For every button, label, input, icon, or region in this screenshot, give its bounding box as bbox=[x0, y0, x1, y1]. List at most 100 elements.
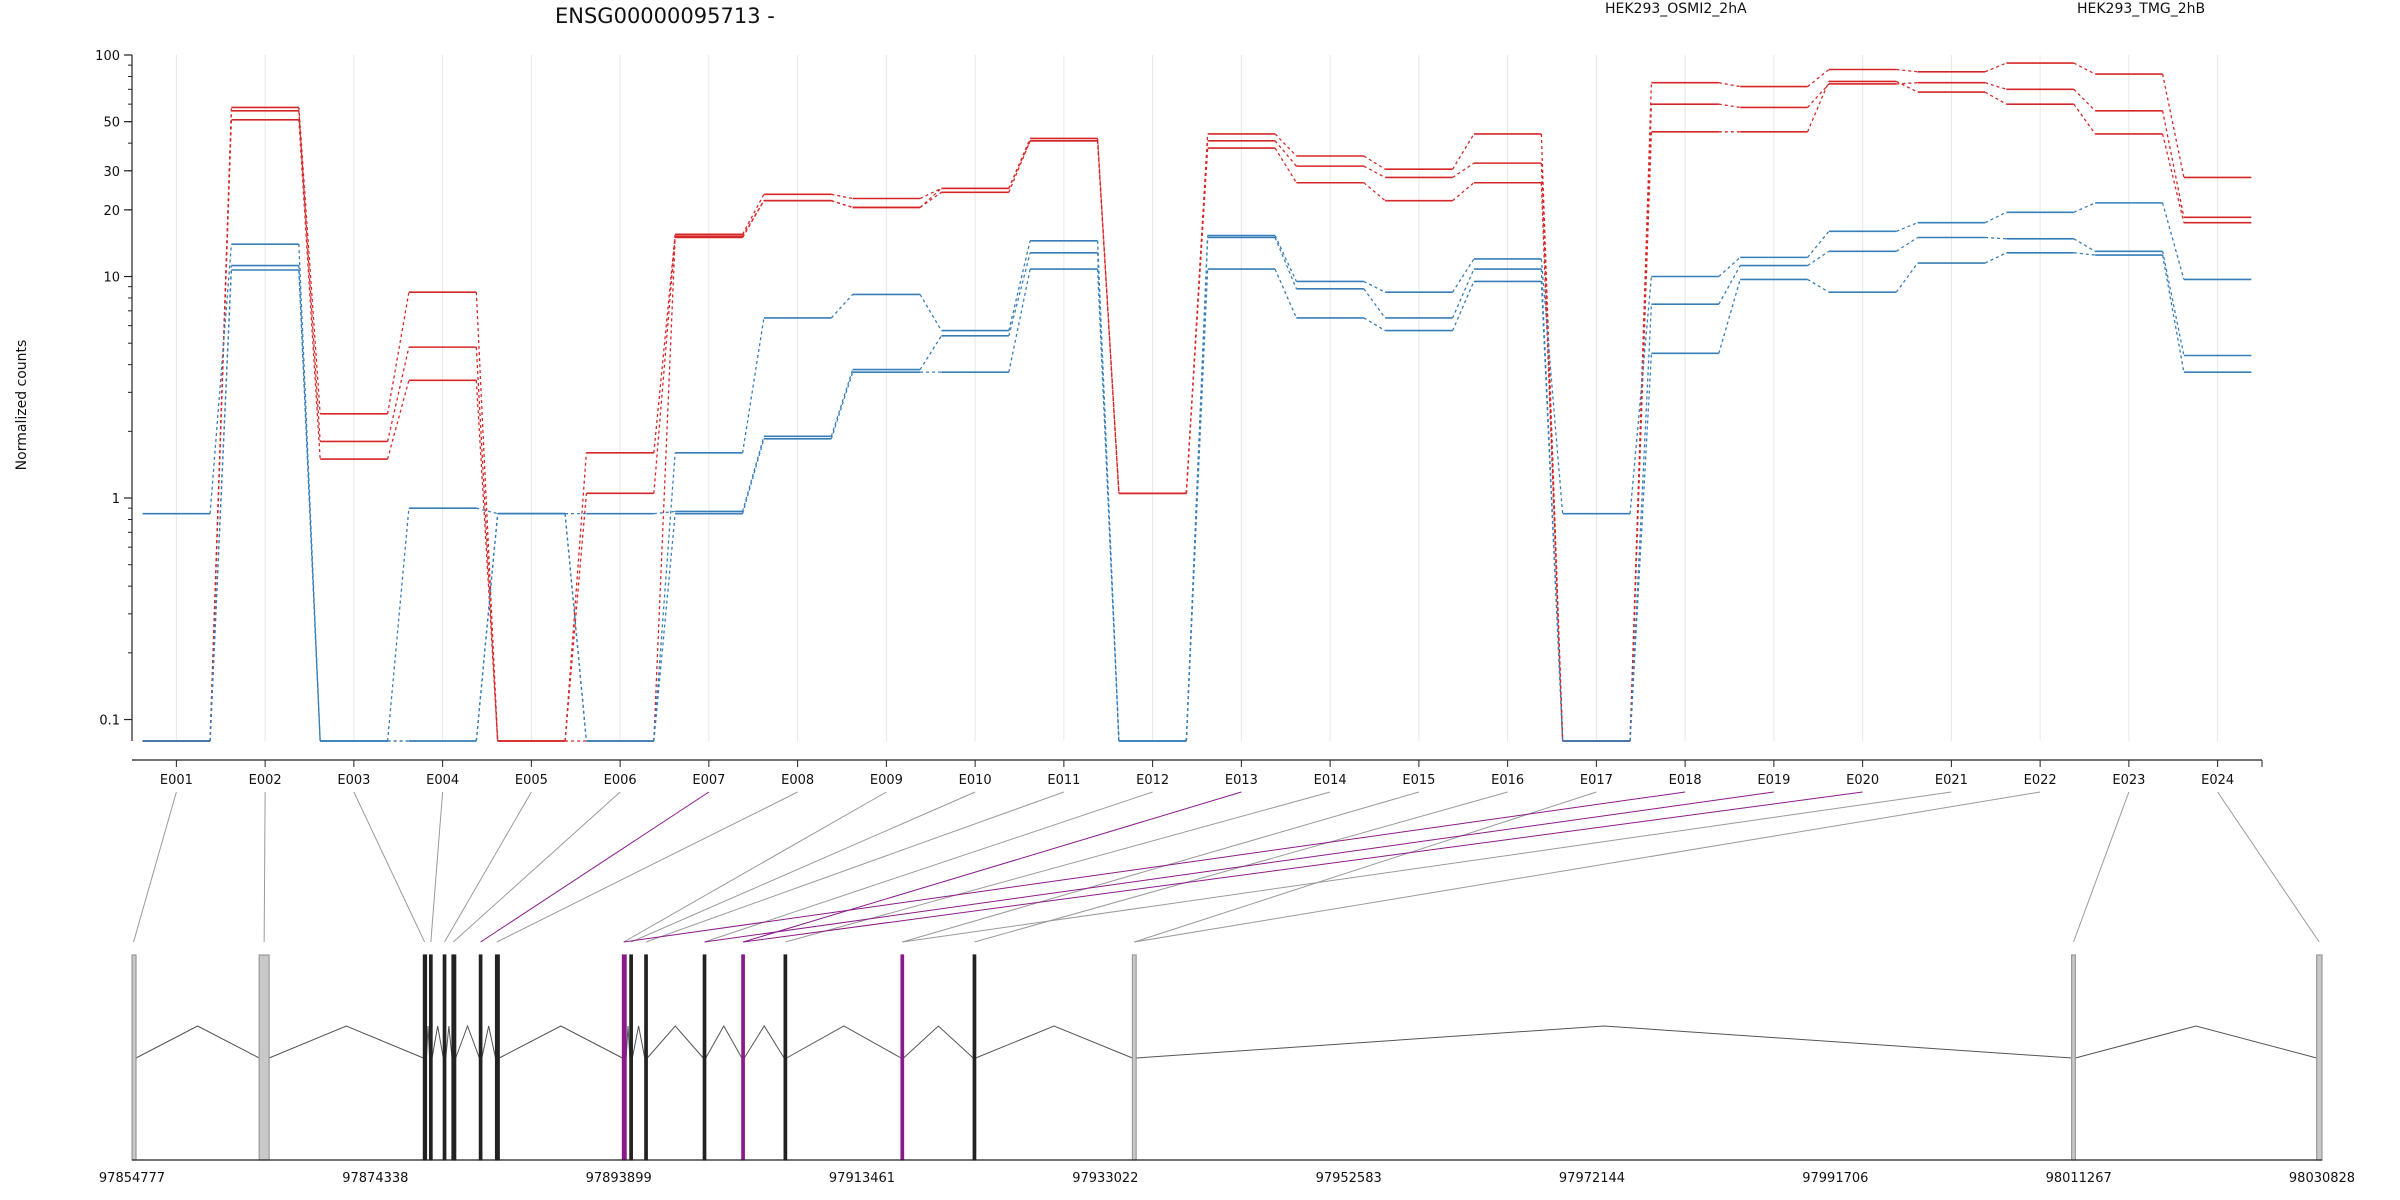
data-transition bbox=[298, 269, 321, 742]
connector-line bbox=[1134, 791, 1597, 943]
data-transition bbox=[2161, 254, 2185, 373]
chart-title: ENSG00000095713 - bbox=[555, 4, 775, 28]
data-transition bbox=[1008, 268, 1031, 373]
intron-line bbox=[646, 1025, 704, 1059]
exon-box bbox=[478, 954, 483, 1161]
data-transition bbox=[1718, 279, 1741, 354]
x-tick-label-E001: E001 bbox=[160, 773, 193, 788]
data-transition bbox=[2073, 62, 2096, 75]
connector-line bbox=[785, 791, 1331, 943]
connector-line bbox=[742, 791, 1242, 943]
data-transition bbox=[653, 236, 676, 494]
connector-line bbox=[630, 791, 976, 943]
data-transition bbox=[1718, 103, 1741, 109]
x-tick-label-E024: E024 bbox=[2201, 773, 2234, 788]
data-transition bbox=[1008, 252, 1031, 336]
series-2 bbox=[142, 81, 2252, 742]
series-4 bbox=[142, 202, 2252, 742]
series-1 bbox=[142, 62, 2252, 742]
data-transition bbox=[2073, 202, 2096, 213]
data-transition bbox=[919, 294, 942, 331]
data-transition bbox=[298, 119, 321, 460]
data-transition bbox=[1452, 281, 1475, 331]
data-transition bbox=[1274, 235, 1297, 282]
data-transition bbox=[1274, 268, 1297, 319]
y-tick-label: 100 bbox=[95, 49, 120, 64]
data-transition bbox=[1274, 237, 1298, 290]
coordinate-tick-label: 97874338 bbox=[342, 1171, 408, 1186]
x-tick-label-E002: E002 bbox=[249, 773, 282, 788]
connector-line bbox=[623, 791, 887, 943]
x-tick-label-E008: E008 bbox=[781, 773, 814, 788]
exon-box bbox=[2316, 954, 2323, 1161]
exon-box bbox=[258, 954, 270, 1161]
data-transition bbox=[831, 200, 853, 209]
data-transition bbox=[1540, 258, 1564, 514]
data-transition bbox=[475, 292, 499, 742]
intron-line bbox=[705, 1024, 743, 1059]
x-tick-label-E003: E003 bbox=[337, 773, 370, 788]
y-tick-label: 30 bbox=[103, 165, 120, 180]
data-transition bbox=[1452, 133, 1475, 170]
coordinate-tick-label: 97952583 bbox=[1316, 1171, 1382, 1186]
exon-box bbox=[702, 954, 707, 1161]
coordinate-tick-label: 97893899 bbox=[586, 1171, 652, 1186]
data-transition bbox=[386, 292, 410, 414]
x-tick-label-E016: E016 bbox=[1491, 773, 1524, 788]
data-transition bbox=[919, 187, 942, 200]
connector-line bbox=[444, 791, 532, 943]
x-tick-label-E020: E020 bbox=[1846, 773, 1879, 788]
data-transition bbox=[386, 380, 410, 460]
intron-line bbox=[455, 1024, 480, 1059]
data-transition bbox=[564, 513, 588, 742]
intron-line bbox=[135, 1025, 260, 1059]
intron-line bbox=[445, 1025, 453, 1059]
connector-line bbox=[480, 791, 710, 943]
data-transition bbox=[1363, 155, 1386, 170]
data-transition bbox=[386, 346, 410, 442]
connector-line bbox=[430, 791, 444, 943]
data-transition bbox=[1718, 82, 1741, 88]
y-axis-label: Normalized counts bbox=[14, 340, 30, 471]
x-tick-label-E013: E013 bbox=[1225, 773, 1258, 788]
intron-line bbox=[2075, 1025, 2317, 1059]
connector-line bbox=[743, 791, 1863, 943]
exon-box bbox=[783, 954, 788, 1161]
data-transition bbox=[1629, 131, 1653, 742]
y-tick-label: 10 bbox=[103, 271, 120, 286]
x-tick-label-E009: E009 bbox=[870, 773, 903, 788]
grid-lines bbox=[175, 55, 2219, 741]
data-transition bbox=[1363, 182, 1386, 202]
data-transition bbox=[919, 187, 942, 208]
data-transition bbox=[831, 193, 853, 200]
connector-line bbox=[263, 791, 266, 943]
intron-line bbox=[625, 1025, 631, 1059]
legend-label-series-1: HEK293_OSMI2_2hA bbox=[1605, 1, 1747, 17]
x-tick-label-E011: E011 bbox=[1047, 773, 1080, 788]
y-tick-label: 20 bbox=[103, 204, 120, 219]
data-transition bbox=[209, 269, 233, 742]
data-transition bbox=[1896, 82, 1918, 85]
data-transition bbox=[2161, 202, 2185, 280]
x-tick-label-E019: E019 bbox=[1757, 773, 1790, 788]
intron-line bbox=[975, 1025, 1133, 1059]
data-transition bbox=[1807, 230, 1830, 258]
data-transition bbox=[1718, 265, 1741, 305]
connector-line bbox=[902, 791, 1420, 943]
coordinate-tick-label: 97913461 bbox=[829, 1171, 895, 1186]
data-transition bbox=[1185, 148, 1209, 494]
data-transition bbox=[1629, 353, 1653, 742]
x-tick-label-E005: E005 bbox=[515, 773, 548, 788]
exon-box bbox=[428, 954, 433, 1161]
data-transition bbox=[1807, 81, 1830, 133]
data-transition bbox=[209, 244, 233, 514]
connector-line bbox=[2217, 791, 2320, 943]
data-transition bbox=[1008, 240, 1031, 331]
intron-line bbox=[1136, 1025, 2072, 1059]
x-tick-label-E015: E015 bbox=[1402, 773, 1435, 788]
intron-line bbox=[499, 1025, 623, 1059]
intron-line bbox=[431, 1025, 444, 1059]
x-tick-label-E014: E014 bbox=[1314, 773, 1347, 788]
connector-line bbox=[496, 791, 798, 943]
